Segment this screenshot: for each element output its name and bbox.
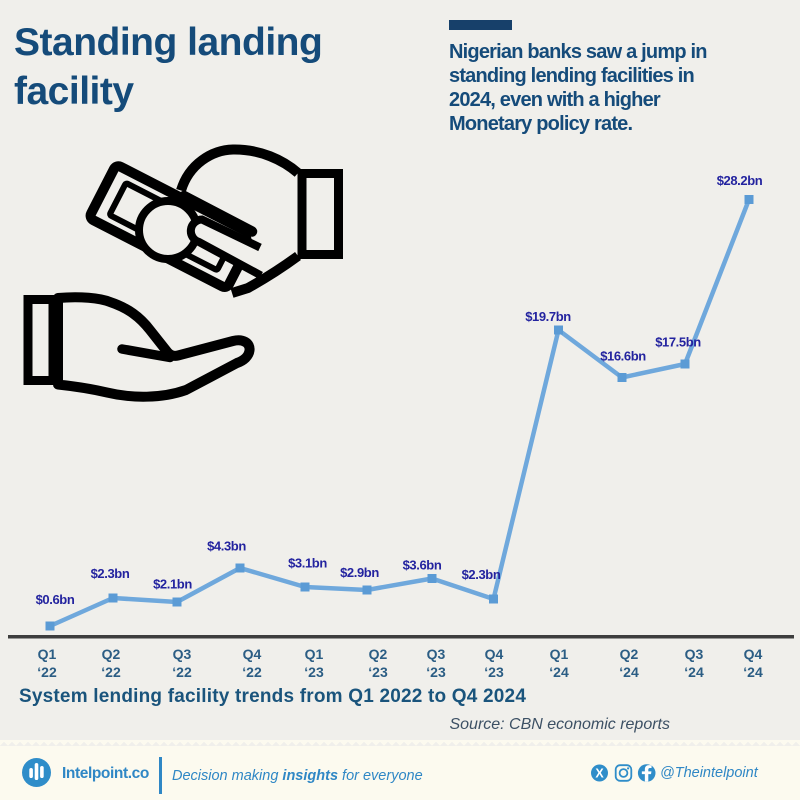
svg-text:$19.7bn: $19.7bn (525, 309, 571, 324)
svg-text:Q2: Q2 (102, 646, 121, 662)
svg-text:‘24: ‘24 (549, 664, 569, 680)
svg-text:Q3: Q3 (427, 646, 446, 662)
svg-text:‘23: ‘23 (484, 664, 504, 680)
svg-text:$0.6bn: $0.6bn (36, 592, 75, 607)
svg-text:‘24: ‘24 (743, 664, 763, 680)
svg-text:Q3: Q3 (173, 646, 192, 662)
svg-text:Q2: Q2 (369, 646, 388, 662)
svg-text:Q3: Q3 (685, 646, 704, 662)
svg-text:$2.9bn: $2.9bn (340, 565, 379, 580)
svg-text:$2.3bn: $2.3bn (462, 567, 501, 582)
svg-text:Q1: Q1 (550, 646, 569, 662)
svg-text:‘23: ‘23 (368, 664, 388, 680)
svg-text:$3.1bn: $3.1bn (288, 556, 327, 571)
svg-text:‘23: ‘23 (304, 664, 324, 680)
svg-text:‘22: ‘22 (37, 664, 57, 680)
svg-text:‘22: ‘22 (172, 664, 192, 680)
svg-text:‘24: ‘24 (684, 664, 704, 680)
svg-text:Q4: Q4 (485, 646, 504, 662)
svg-text:$2.1bn: $2.1bn (153, 577, 192, 592)
svg-text:‘23: ‘23 (426, 664, 446, 680)
svg-text:$28.2bn: $28.2bn (717, 173, 763, 188)
svg-text:$4.3bn: $4.3bn (207, 539, 246, 554)
svg-text:‘22: ‘22 (242, 664, 262, 680)
svg-text:X: X (595, 767, 604, 781)
svg-text:$17.5bn: $17.5bn (655, 335, 701, 350)
svg-text:Q2: Q2 (620, 646, 639, 662)
svg-text:Q4: Q4 (243, 646, 262, 662)
svg-text:Q1: Q1 (38, 646, 57, 662)
svg-text:$2.3bn: $2.3bn (91, 566, 130, 581)
svg-text:‘24: ‘24 (619, 664, 639, 680)
svg-text:‘22: ‘22 (101, 664, 121, 680)
svg-text:$16.6bn: $16.6bn (600, 349, 646, 364)
svg-text:Q4: Q4 (744, 646, 763, 662)
svg-text:Q1: Q1 (305, 646, 324, 662)
svg-text:$3.6bn: $3.6bn (403, 558, 442, 573)
